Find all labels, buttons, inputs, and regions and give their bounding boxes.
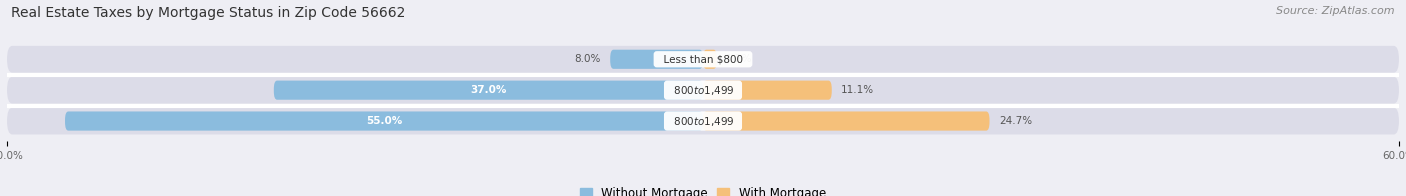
Text: Less than $800: Less than $800 [657, 54, 749, 64]
FancyBboxPatch shape [65, 112, 703, 131]
FancyBboxPatch shape [703, 81, 832, 100]
Text: 1.2%: 1.2% [725, 54, 752, 64]
Legend: Without Mortgage, With Mortgage: Without Mortgage, With Mortgage [575, 182, 831, 196]
Text: 37.0%: 37.0% [470, 85, 506, 95]
Text: 8.0%: 8.0% [575, 54, 600, 64]
Text: 55.0%: 55.0% [366, 116, 402, 126]
Text: Real Estate Taxes by Mortgage Status in Zip Code 56662: Real Estate Taxes by Mortgage Status in … [11, 6, 405, 20]
FancyBboxPatch shape [7, 77, 1399, 104]
Text: 24.7%: 24.7% [998, 116, 1032, 126]
FancyBboxPatch shape [7, 108, 1399, 134]
FancyBboxPatch shape [274, 81, 703, 100]
FancyBboxPatch shape [703, 112, 990, 131]
FancyBboxPatch shape [703, 50, 717, 69]
FancyBboxPatch shape [7, 46, 1399, 73]
Text: $800 to $1,499: $800 to $1,499 [666, 84, 740, 97]
FancyBboxPatch shape [610, 50, 703, 69]
Text: $800 to $1,499: $800 to $1,499 [666, 114, 740, 128]
Text: Source: ZipAtlas.com: Source: ZipAtlas.com [1277, 6, 1395, 16]
Text: 11.1%: 11.1% [841, 85, 875, 95]
